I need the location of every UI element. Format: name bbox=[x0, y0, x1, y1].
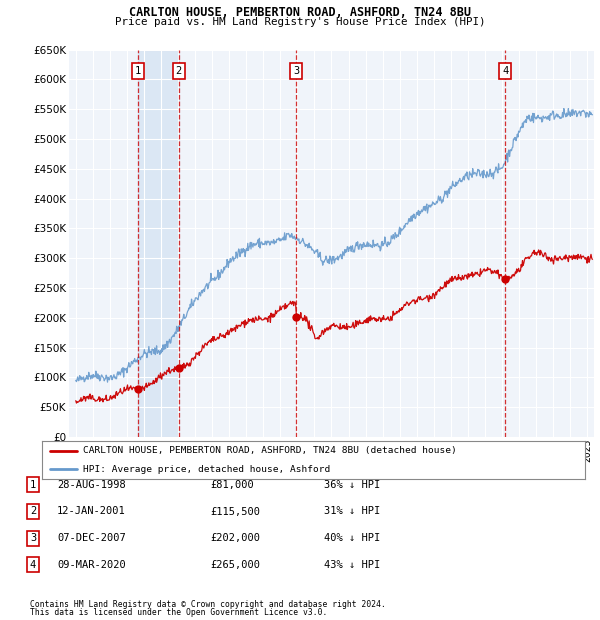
Text: Contains HM Land Registry data © Crown copyright and database right 2024.: Contains HM Land Registry data © Crown c… bbox=[30, 600, 386, 609]
Text: HPI: Average price, detached house, Ashford: HPI: Average price, detached house, Ashf… bbox=[83, 465, 330, 474]
Text: 28-AUG-1998: 28-AUG-1998 bbox=[57, 480, 126, 490]
Text: 36% ↓ HPI: 36% ↓ HPI bbox=[324, 480, 380, 490]
Text: 3: 3 bbox=[30, 533, 36, 543]
Text: 1: 1 bbox=[135, 66, 142, 76]
Text: 3: 3 bbox=[293, 66, 299, 76]
Text: 07-DEC-2007: 07-DEC-2007 bbox=[57, 533, 126, 543]
Text: 43% ↓ HPI: 43% ↓ HPI bbox=[324, 560, 380, 570]
Text: 12-JAN-2001: 12-JAN-2001 bbox=[57, 507, 126, 516]
Bar bbox=[138, 50, 179, 437]
Text: 2: 2 bbox=[176, 66, 182, 76]
Text: £81,000: £81,000 bbox=[210, 480, 254, 490]
Text: 40% ↓ HPI: 40% ↓ HPI bbox=[324, 533, 380, 543]
Text: Price paid vs. HM Land Registry's House Price Index (HPI): Price paid vs. HM Land Registry's House … bbox=[115, 17, 485, 27]
Text: This data is licensed under the Open Government Licence v3.0.: This data is licensed under the Open Gov… bbox=[30, 608, 328, 617]
Text: 1: 1 bbox=[30, 480, 36, 490]
Text: 2: 2 bbox=[30, 507, 36, 516]
Text: CARLTON HOUSE, PEMBERTON ROAD, ASHFORD, TN24 8BU (detached house): CARLTON HOUSE, PEMBERTON ROAD, ASHFORD, … bbox=[83, 446, 457, 455]
Text: CARLTON HOUSE, PEMBERTON ROAD, ASHFORD, TN24 8BU: CARLTON HOUSE, PEMBERTON ROAD, ASHFORD, … bbox=[129, 6, 471, 19]
Text: £202,000: £202,000 bbox=[210, 533, 260, 543]
Text: 09-MAR-2020: 09-MAR-2020 bbox=[57, 560, 126, 570]
Text: 4: 4 bbox=[502, 66, 508, 76]
Text: 4: 4 bbox=[30, 560, 36, 570]
Text: 31% ↓ HPI: 31% ↓ HPI bbox=[324, 507, 380, 516]
Text: £115,500: £115,500 bbox=[210, 507, 260, 516]
Text: £265,000: £265,000 bbox=[210, 560, 260, 570]
